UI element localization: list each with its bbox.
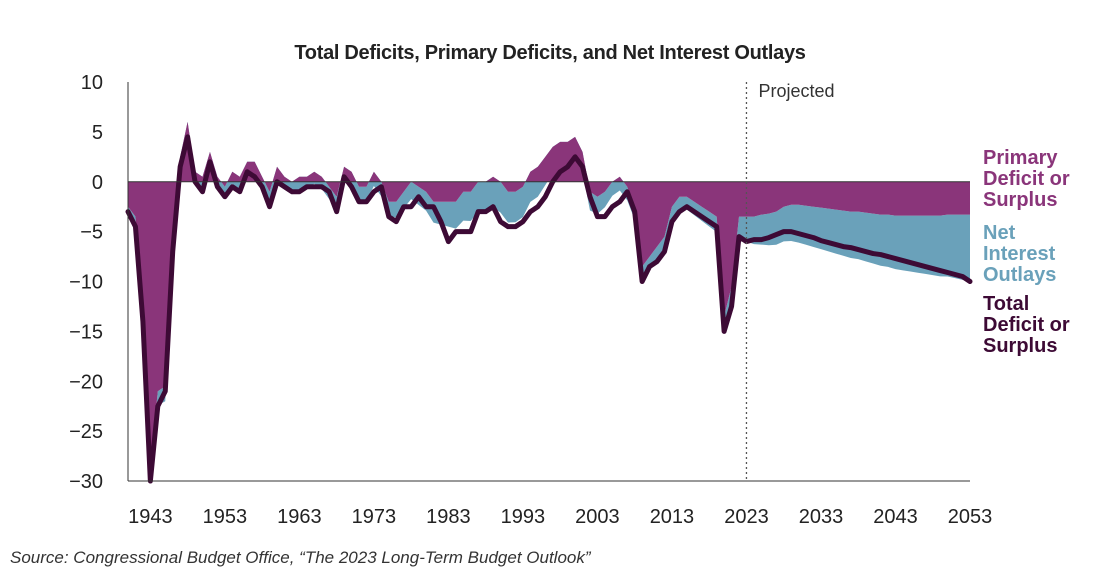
x-tick-label: 1943 <box>128 506 173 528</box>
x-tick-label: 1973 <box>352 506 397 528</box>
legend-label: Primary <box>983 147 1058 169</box>
total-deficit-line <box>125 134 973 484</box>
legend-label: Interest <box>983 243 1056 265</box>
x-tick-label: 1953 <box>203 506 248 528</box>
x-tick-label: 2023 <box>724 506 769 528</box>
y-tick-label: −5 <box>80 222 103 244</box>
y-tick-label: 10 <box>81 72 103 94</box>
projected-label: Projected <box>758 81 834 101</box>
source-note: Source: Congressional Budget Office, “Th… <box>10 548 591 567</box>
x-tick-label: 2053 <box>948 506 993 528</box>
legend-label: Surplus <box>983 189 1057 211</box>
x-tick-label: 2043 <box>873 506 918 528</box>
primary-deficit-area <box>128 121 970 467</box>
projected-marker: Projected <box>745 81 835 481</box>
y-tick-label: −15 <box>69 321 103 343</box>
y-tick-label: −10 <box>69 272 103 294</box>
y-tick-label: 5 <box>92 122 103 144</box>
legend-label: Surplus <box>983 335 1057 357</box>
legend-label: Net <box>983 222 1016 244</box>
x-tick-label: 2013 <box>650 506 695 528</box>
chart-title: Total Deficits, Primary Deficits, and Ne… <box>294 42 806 64</box>
axis-layer <box>127 82 970 482</box>
x-tick-label: 1983 <box>426 506 471 528</box>
y-tick-label: −30 <box>69 471 103 493</box>
legend-label: Deficit or <box>983 314 1070 336</box>
primary-deficit-area-layer <box>128 121 970 467</box>
y-tick-label: −20 <box>69 371 103 393</box>
x-tick-labels: 1943 1953 1963 1973 1983 1993 2003 2013 2023 2033… <box>128 506 992 528</box>
y-tick-label: −25 <box>69 421 103 443</box>
x-tick-label: 2033 <box>799 506 844 528</box>
x-tick-label: 1993 <box>501 506 546 528</box>
x-tick-label: 2003 <box>575 506 620 528</box>
y-tick-labels: 10 5 0 −5 −10 −15 −20 −25 −30 <box>69 72 103 493</box>
y-tick-label: 0 <box>92 172 103 194</box>
total-deficit-line-layer <box>125 134 973 484</box>
legend-label: Total <box>983 293 1029 315</box>
legend-label: Deficit or <box>983 168 1070 190</box>
legend-label: Outlays <box>983 264 1056 286</box>
x-tick-label: 1963 <box>277 506 322 528</box>
